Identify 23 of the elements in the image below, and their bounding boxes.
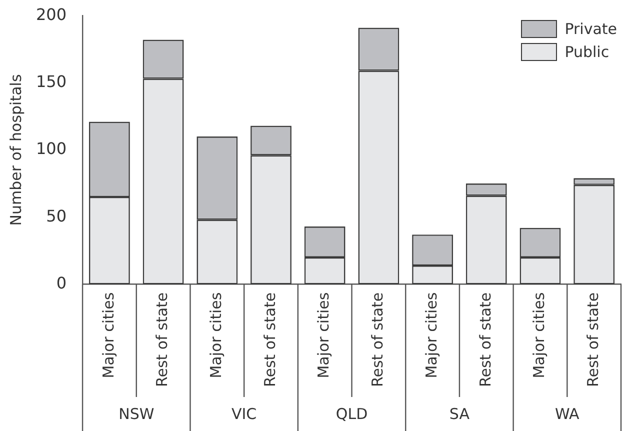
text: WA	[555, 404, 580, 423]
y-tick-label: 150	[36, 72, 67, 91]
legend-label: Private	[564, 20, 617, 38]
x-tick-label: Rest of state	[260, 292, 279, 388]
text: QLD	[336, 404, 368, 423]
legend-label: Public	[564, 42, 610, 61]
x-tick-label: Rest of state	[584, 292, 602, 388]
y-tick-label: 50	[46, 206, 67, 226]
x-tick-label: Rest of state	[368, 292, 387, 388]
y-tick-label: 100	[36, 139, 67, 158]
x-tick-label: Rest of state	[153, 292, 172, 388]
x-tick-label: Major cities	[530, 292, 548, 378]
x-tick-label: Rest of state	[476, 292, 494, 388]
x-tick-label: Major cities	[207, 292, 226, 378]
x-tick-label: Major cities	[99, 292, 118, 378]
y-tick-label: 0	[56, 273, 67, 292]
y-tick-label: 200	[36, 4, 67, 24]
text: VIC	[231, 404, 257, 423]
x-tick-label: Major cities	[422, 292, 440, 378]
x-tick-label: Major cities	[314, 292, 333, 378]
y-axis-title: Number of hospitals	[6, 74, 25, 226]
text: SA	[449, 404, 470, 423]
text: NSW	[118, 404, 154, 423]
